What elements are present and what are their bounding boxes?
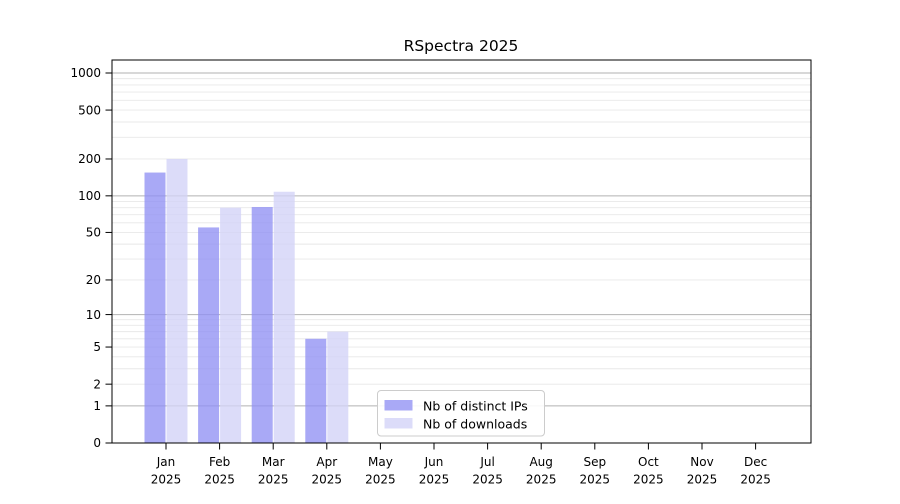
x-tick-label-month: Dec [744,455,767,469]
bar-distinct-ips [251,206,273,443]
legend: Nb of distinct IPs Nb of downloads [377,390,545,437]
legend-label-distinct-ips: Nb of distinct IPs [423,399,528,414]
y-tick-label: 1 [93,399,101,413]
x-tick-label-month: Apr [316,455,337,469]
x-tick-label-year: 2025 [151,473,182,487]
bar-distinct-ips [144,172,166,443]
legend-swatch-downloads [384,418,413,429]
x-tick-label-month: Nov [690,455,713,469]
bar-distinct-ips [305,338,327,443]
x-tick-label-year: 2025 [472,473,503,487]
x-tick-label-year: 2025 [740,473,771,487]
y-tick-label: 10 [86,308,101,322]
bar-downloads [166,158,188,443]
x-tick-label-month: Sep [583,455,606,469]
x-tick-label-year: 2025 [365,473,396,487]
x-tick-label-year: 2025 [687,473,718,487]
y-tick-label: 2 [93,377,101,391]
bar-downloads [220,207,242,443]
x-tick-label-year: 2025 [419,473,450,487]
y-tick-label: 50 [86,226,101,240]
bars-group [144,158,349,443]
bar-distinct-ips [198,227,220,443]
x-tick-label-month: Feb [209,455,230,469]
y-tick-label: 100 [78,189,101,203]
legend-box [377,390,545,437]
plot-border [111,59,812,444]
y-tick-label: 0 [93,436,101,450]
bar-downloads [327,331,349,443]
x-tick-label-year: 2025 [633,473,664,487]
y-tick-label: 20 [86,273,101,287]
x-tick-label-month: Aug [529,455,552,469]
y-tick-label: 500 [78,103,101,117]
legend-swatch-distinct-ips [384,400,413,411]
x-tick-label-month: Jun [424,455,444,469]
x-tick-label-month: Oct [638,455,659,469]
legend-label-downloads: Nb of downloads [423,417,527,432]
x-axis: Jan 2025 Feb 2025 Mar 2025 Apr 2025 May 2025 Jun 20… [151,443,771,487]
x-tick-label-year: 2025 [258,473,289,487]
y-tick-label: 5 [93,340,101,354]
x-tick-label-year: 2025 [204,473,235,487]
x-tick-label-year: 2025 [526,473,557,487]
y-tick-label: 200 [78,152,101,166]
x-tick-label-month: Jul [479,455,494,469]
chart-title: RSpectra 2025 [404,37,519,55]
x-tick-label-year: 2025 [580,473,611,487]
y-tick-label: 1000 [70,66,101,80]
x-tick-label-year: 2025 [312,473,343,487]
x-tick-label-month: Mar [262,455,285,469]
bar-downloads [273,191,295,443]
y-axis: 0 1 2 5 10 20 50 100 200 500 1000 [70,66,112,450]
x-tick-label-month: May [368,455,393,469]
x-tick-label-month: Jan [156,455,176,469]
